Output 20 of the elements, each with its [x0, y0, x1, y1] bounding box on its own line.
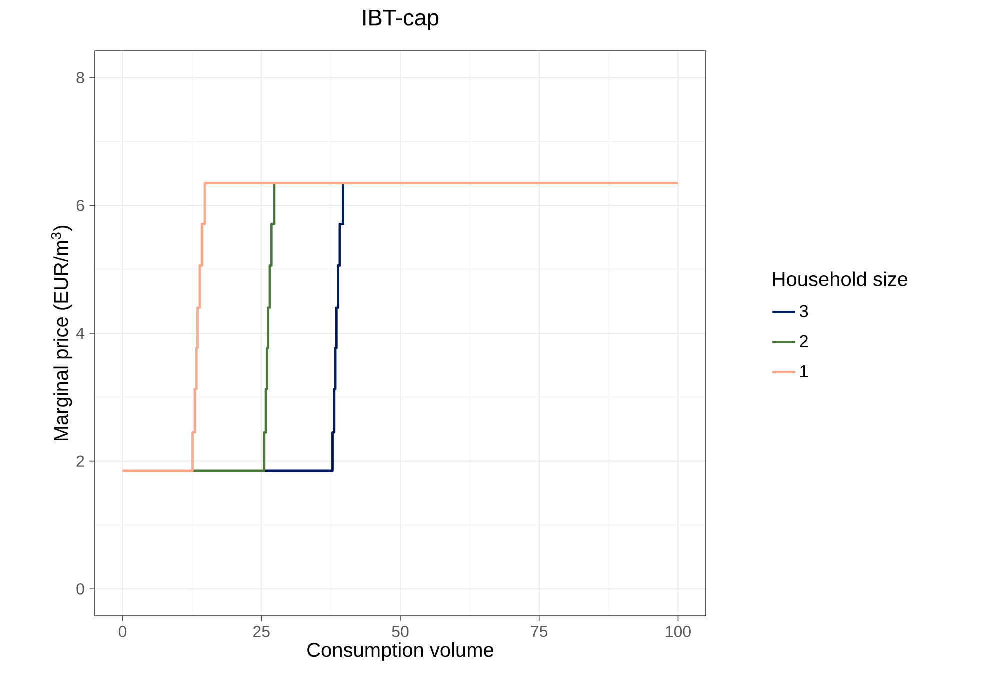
x-tick-label: 50	[392, 626, 409, 638]
line-series	[192, 182, 276, 472]
legend-label: 2	[800, 335, 808, 348]
x-axis-title: Consumption volume	[308, 642, 494, 662]
line-series	[263, 182, 344, 472]
y-tick-label: 8	[76, 72, 84, 84]
y-tick-label: 0	[76, 583, 84, 595]
legend-label: 3	[800, 305, 808, 318]
y-tick-label: 2	[76, 456, 84, 467]
y-tick-label: 4	[76, 328, 84, 339]
x-tick-label: 100	[666, 626, 691, 638]
chart-title: IBT-cap	[364, 10, 439, 30]
x-tick-label: 25	[254, 626, 270, 638]
line-series	[122, 182, 680, 472]
x-tick-label: 75	[531, 626, 548, 638]
legend-title: Household size	[773, 272, 908, 286]
legend-label: 1	[800, 365, 808, 378]
x-tick-label: 0	[118, 626, 127, 638]
y-axis-title: Marginal price (EUR/m$^{3}$)	[51, 226, 72, 441]
y-tick-label: 6	[76, 200, 84, 212]
